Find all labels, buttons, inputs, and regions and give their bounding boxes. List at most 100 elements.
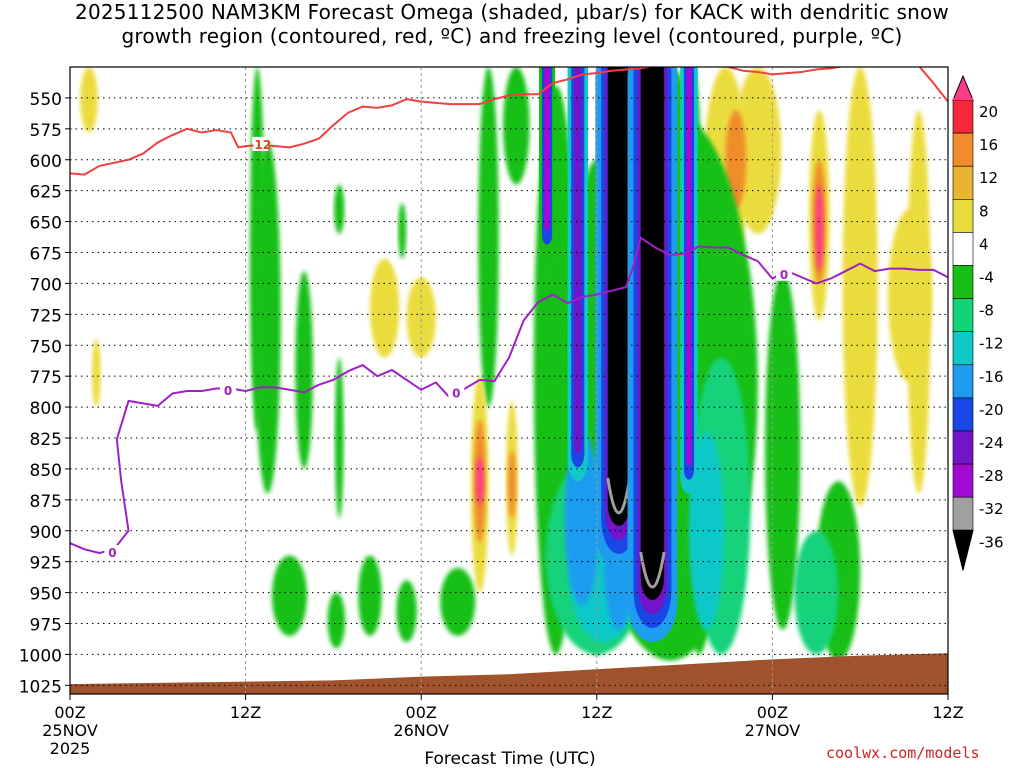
below-ground-terrain	[70, 653, 948, 694]
colorbar-label: -12	[979, 335, 1004, 353]
colorbar-label: 12	[979, 169, 998, 187]
omega-patch-yellow	[406, 277, 436, 358]
colorbar-label: -28	[979, 467, 1004, 485]
colorbar-swatch	[952, 463, 974, 498]
omega-patch-green	[398, 203, 407, 259]
colorbar-swatch	[952, 199, 974, 233]
colorbar-label: -32	[979, 500, 1004, 518]
omega-patch-teal	[794, 530, 839, 655]
ascent-column-black	[607, 67, 630, 526]
omega-patch-yellow	[842, 67, 878, 507]
y-tick-label: 750	[30, 337, 62, 357]
ascent-column-edge	[606, 477, 632, 515]
omega-patch-green	[334, 357, 344, 519]
colorbar-label: -36	[979, 533, 1004, 551]
title-line-1: 2025112500 NAM3KM Forecast Omega (shaded…	[75, 0, 949, 24]
colorbar-label: -24	[979, 434, 1004, 452]
y-tick-label: 725	[30, 306, 62, 326]
source-credit[interactable]: coolwx.com/models	[826, 744, 980, 762]
colorbar-swatch	[952, 132, 974, 167]
y-tick-label: 975	[30, 616, 62, 636]
chart-title: 2025112500 NAM3KM Forecast Omega (shaded…	[0, 0, 1024, 48]
y-tick-label: 825	[30, 430, 62, 450]
omega-patch-pink	[475, 456, 484, 507]
x-tick-label: 12Z	[932, 703, 963, 722]
y-tick-label: 550	[30, 90, 62, 110]
x-year-label: 2025	[50, 739, 91, 758]
dgz-contour-line	[70, 67, 948, 176]
omega-patch-green	[295, 271, 313, 469]
x-date-label: 26NOV	[393, 721, 449, 740]
colorbar-swatch	[952, 99, 974, 134]
ascent-column-edge	[639, 551, 666, 589]
colorbar: 20 16 12 8 4 -4 -8 -12 -16 -20 -24 -28 -32 -36	[952, 74, 1004, 571]
y-tick-label: 800	[30, 399, 62, 419]
x-tick-label: 00Z	[406, 703, 437, 722]
colorbar-swatch	[952, 430, 974, 465]
omega-patch-green	[478, 67, 499, 408]
colorbar-label: -16	[979, 368, 1004, 386]
freezing-contour-label: 0	[108, 546, 116, 560]
ascent-column-purple	[686, 67, 692, 466]
omega-patch-green	[327, 592, 346, 649]
omega-patch-yellow	[734, 67, 782, 234]
colorbar-top-arrow	[952, 74, 974, 101]
colorbar-label: 4	[979, 235, 989, 253]
y-tick-label: 700	[30, 275, 62, 295]
freezing-contour-label: 0	[452, 386, 460, 400]
y-tick-label: 600	[30, 152, 62, 172]
colorbar-label: -4	[979, 269, 994, 287]
omega-patch-green	[358, 555, 382, 636]
colorbar-swatch	[952, 364, 974, 399]
omega-patch-green	[503, 67, 530, 185]
colorbar-label: 8	[979, 202, 989, 220]
ascent-column-black	[640, 67, 665, 601]
y-tick-label: 1000	[19, 646, 62, 666]
omega-patch-green	[765, 271, 801, 630]
freezing-contour-label-bg	[104, 545, 121, 560]
x-tick-label: 12Z	[230, 703, 261, 722]
colorbar-swatch	[952, 397, 974, 432]
y-axis: 550 575 600 625 650 675 700 725 750 775 800 825 850 8…	[19, 90, 70, 697]
colorbar-swatch	[952, 496, 974, 531]
colorbar-label: -8	[979, 302, 994, 320]
omega-patch-pink	[815, 184, 824, 272]
freezing-contour-label: 0	[224, 384, 232, 398]
x-tick-label: 12Z	[581, 703, 612, 722]
omega-patch-green	[396, 580, 417, 643]
omega-patch-green	[440, 567, 476, 636]
freezing-contour-label-bg	[776, 266, 793, 281]
x-axis-label: Forecast Time (UTC)	[424, 749, 595, 768]
omega-patch-cyan	[688, 431, 725, 630]
omega-patch-yellow	[80, 67, 98, 133]
omega-patch-orange	[507, 450, 516, 519]
dgz-contour-label: -12	[249, 138, 271, 152]
grid-lines	[70, 67, 948, 694]
colorbar-swatch	[953, 98, 973, 100]
colorbar-swatch	[952, 331, 974, 366]
colorbar-swatch	[952, 232, 974, 266]
y-tick-label: 775	[30, 368, 62, 388]
colorbar-swatch	[952, 265, 974, 299]
y-tick-label: 675	[30, 245, 62, 265]
y-tick-label: 850	[30, 461, 62, 481]
omega-patch-green	[334, 184, 345, 234]
dgz-contour-label-bg	[252, 136, 269, 151]
omega-patch-green	[254, 141, 281, 494]
colorbar-label: 20	[979, 103, 998, 121]
y-tick-label: 950	[30, 585, 62, 605]
ascent-column-indigo	[574, 67, 582, 454]
y-tick-label: 625	[30, 183, 62, 203]
x-date-label: 27NOV	[745, 721, 801, 740]
contour-lines: -12 0 0 0 0	[70, 67, 948, 560]
x-tick-label: 00Z	[757, 703, 788, 722]
ascent-column-purple	[544, 67, 550, 231]
title-line-2: growth region (contoured, red, ºC) and f…	[121, 24, 903, 48]
y-tick-label: 1025	[19, 677, 62, 697]
y-tick-label: 650	[30, 214, 62, 234]
y-tick-label: 575	[30, 121, 62, 141]
freezing-contour-label-bg	[448, 385, 465, 400]
colorbar-label: 16	[979, 136, 998, 154]
